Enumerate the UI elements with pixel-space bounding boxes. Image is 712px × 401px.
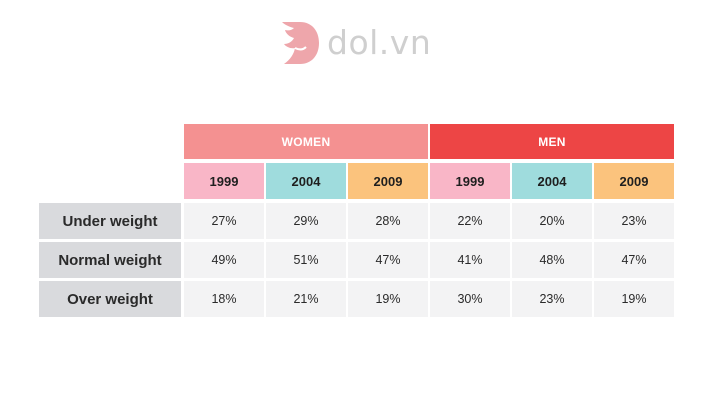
- table-cell: 22%: [430, 203, 510, 239]
- row-label: Under weight: [39, 203, 181, 239]
- year-header: 2004: [512, 163, 592, 199]
- logo-text: dol.vn: [327, 23, 432, 62]
- table-cell: 27%: [184, 203, 264, 239]
- logo: dol.vn: [280, 20, 431, 66]
- group-header-women: WOMEN: [184, 124, 428, 159]
- table-cell: 41%: [430, 242, 510, 278]
- table-cell: 19%: [348, 281, 428, 317]
- table-cell: 30%: [430, 281, 510, 317]
- year-header: 1999: [430, 163, 510, 199]
- group-header-men: MEN: [430, 124, 674, 159]
- year-header: 2009: [594, 163, 674, 199]
- table-cell: 19%: [594, 281, 674, 317]
- table-cell: 47%: [348, 242, 428, 278]
- table-cell: 23%: [512, 281, 592, 317]
- table-cell: 21%: [266, 281, 346, 317]
- table-cell: 29%: [266, 203, 346, 239]
- row-label: Over weight: [39, 281, 181, 317]
- dol-logo-icon: [282, 22, 319, 64]
- year-header: 2009: [348, 163, 428, 199]
- table-cell: 48%: [512, 242, 592, 278]
- table-cell: 51%: [266, 242, 346, 278]
- table-cell: 47%: [594, 242, 674, 278]
- table-cell: 49%: [184, 242, 264, 278]
- table-cell: 18%: [184, 281, 264, 317]
- table-cell: 28%: [348, 203, 428, 239]
- row-label: Normal weight: [39, 242, 181, 278]
- year-header: 2004: [266, 163, 346, 199]
- table-cell: 20%: [512, 203, 592, 239]
- year-header: 1999: [184, 163, 264, 199]
- table-cell: 23%: [594, 203, 674, 239]
